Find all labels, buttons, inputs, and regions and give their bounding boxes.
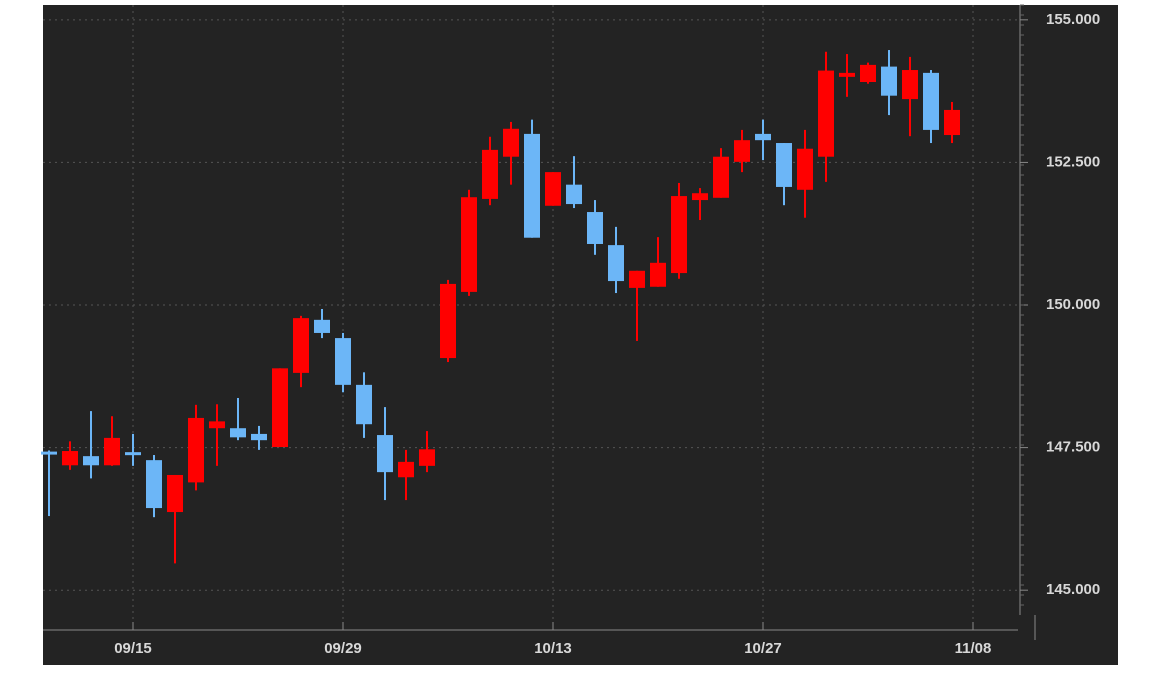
x-tick-label: 09/15	[114, 640, 152, 657]
candle-body	[881, 66, 897, 96]
candle-body	[545, 172, 561, 206]
candle-body	[398, 461, 414, 478]
candle-body	[839, 72, 855, 77]
candle-body	[524, 133, 540, 238]
candle-body	[293, 318, 309, 373]
candle-body	[209, 421, 225, 429]
candle-body	[272, 368, 288, 448]
candle-body	[335, 338, 351, 385]
candle-body	[902, 70, 918, 100]
candle-body	[692, 193, 708, 201]
candle-body	[251, 433, 267, 441]
candle-body	[797, 148, 813, 190]
y-tick-label: 152.500	[1046, 153, 1100, 170]
candle-body	[713, 156, 729, 198]
candle-body	[62, 451, 78, 466]
candle-body	[356, 384, 372, 425]
candle-body	[146, 460, 162, 509]
x-tick-label: 10/27	[744, 640, 782, 657]
candle-body	[923, 72, 939, 130]
x-tick-label: 09/29	[324, 640, 362, 657]
candle-body	[104, 437, 120, 466]
candle-body	[650, 262, 666, 287]
candle-body	[818, 70, 834, 157]
candle-body	[83, 456, 99, 466]
y-tick-label: 150.000	[1046, 296, 1100, 313]
candle-body	[377, 435, 393, 473]
candle-body	[860, 64, 876, 82]
candle-body	[629, 270, 645, 288]
x-tick-label: 10/13	[534, 640, 572, 657]
y-tick-label: 155.000	[1046, 11, 1100, 28]
candle-body	[419, 449, 435, 466]
y-tick-label: 147.500	[1046, 439, 1100, 456]
candle-body	[440, 283, 456, 359]
x-tick-label: 11/08	[955, 640, 992, 657]
candle-body	[482, 149, 498, 199]
candle-body	[314, 319, 330, 333]
candle-body	[608, 245, 624, 282]
candle-body	[125, 452, 141, 456]
candle-body	[167, 474, 183, 513]
candle-body	[776, 143, 792, 187]
candle-body	[944, 109, 960, 136]
candle-body	[566, 184, 582, 205]
candle-body	[671, 196, 687, 274]
candle-body	[230, 428, 246, 438]
candle-body	[755, 133, 771, 141]
candle-body	[461, 197, 477, 292]
candle-body	[188, 417, 204, 483]
candle-body	[41, 451, 57, 455]
candle-body	[734, 140, 750, 162]
y-tick-label: 145.000	[1046, 581, 1100, 598]
candle-body	[587, 212, 603, 244]
background	[43, 5, 1118, 665]
candle-body	[503, 128, 519, 157]
